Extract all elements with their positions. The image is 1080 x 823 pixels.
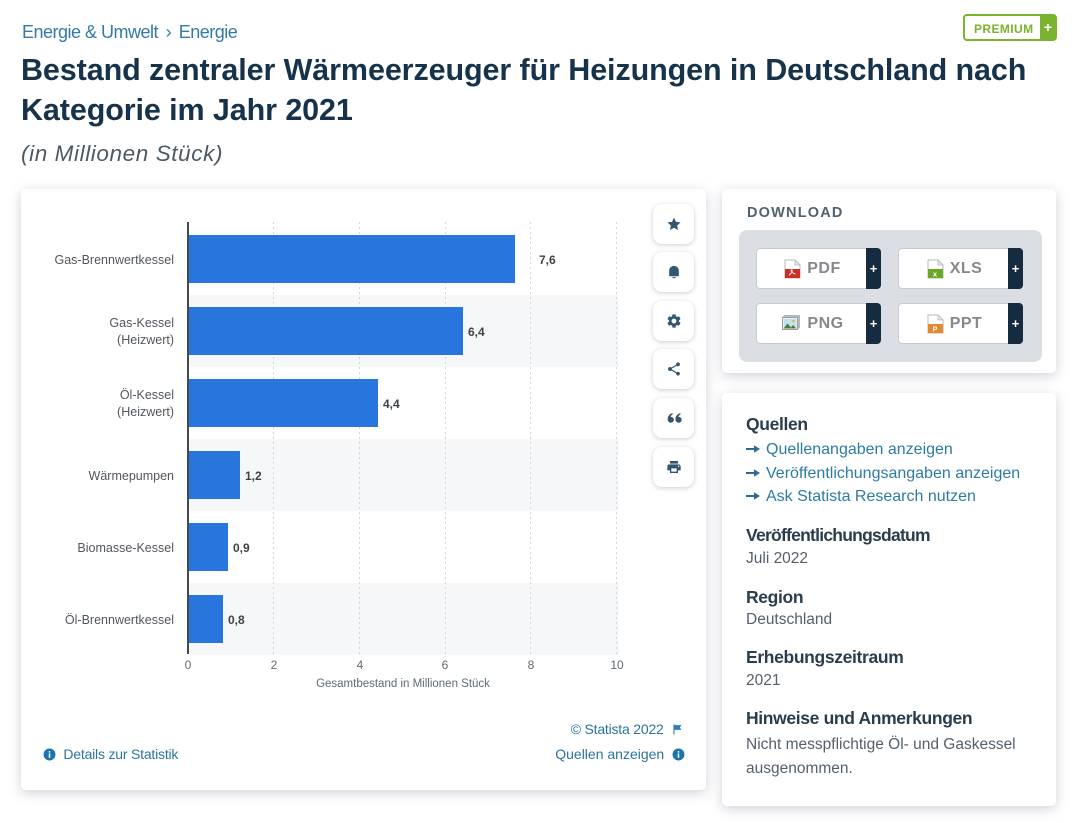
svg-text:P: P [932, 324, 937, 333]
svg-text:x: x [933, 269, 938, 278]
